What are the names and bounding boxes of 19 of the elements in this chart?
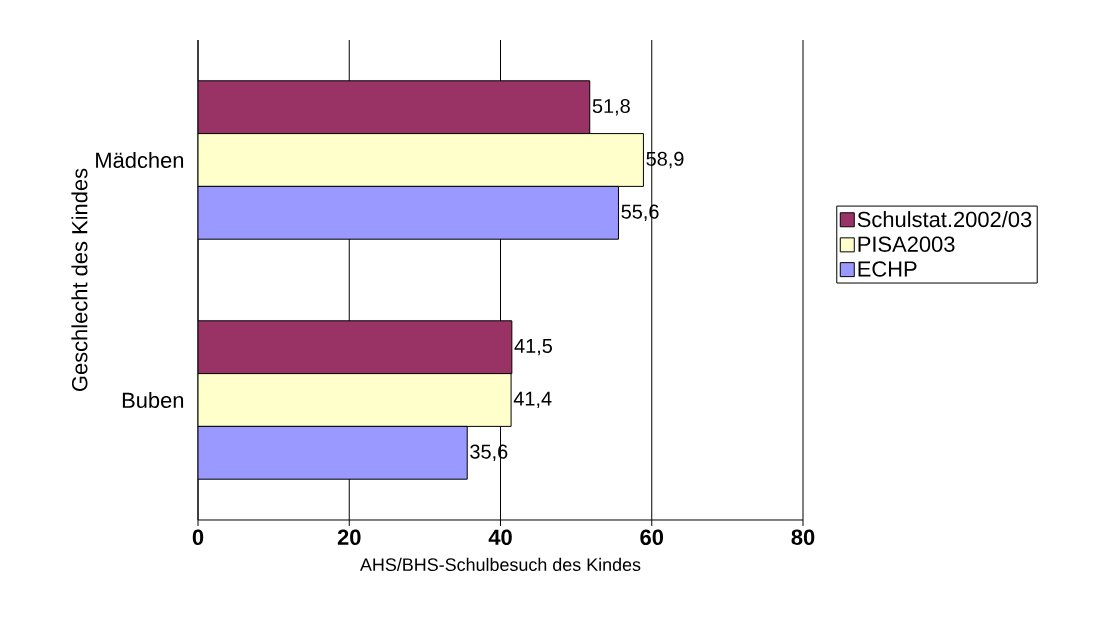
bar [198, 80, 591, 135]
x-tick-label: 20 [337, 529, 361, 546]
y-tick-label: Mädchen [96, 151, 184, 169]
y-tick-label: Buben [122, 391, 184, 409]
y-axis-title: Geschlecht des Kindes [71, 168, 88, 391]
data-label: 51,8 [592, 98, 630, 116]
bar [198, 320, 513, 375]
bar [198, 425, 468, 480]
data-label: 41,4 [513, 391, 552, 409]
x-tick-label: 60 [640, 529, 664, 546]
data-label: 41,5 [514, 339, 552, 356]
x-axis-title: AHS/BHS-Schulbesuch des Kindes [359, 557, 641, 572]
x-tick-label: 0 [192, 529, 204, 546]
bar [198, 185, 619, 240]
x-tick-label: 40 [488, 529, 512, 546]
legend-label: PISA2003 [858, 236, 955, 252]
legend-label: ECHP [858, 261, 917, 277]
legend-label: Schulstat.2002/03 [857, 211, 1032, 228]
x-tick-label: 80 [791, 529, 815, 546]
